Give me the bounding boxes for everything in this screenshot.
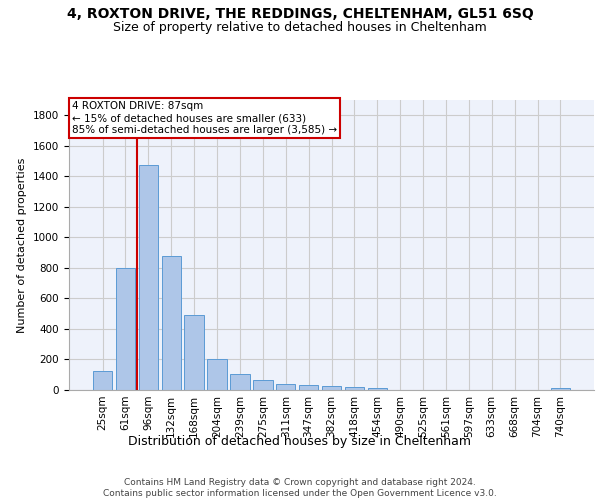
Text: Size of property relative to detached houses in Cheltenham: Size of property relative to detached ho… <box>113 21 487 34</box>
Bar <box>116 268 135 390</box>
Bar <box>344 387 364 390</box>
Text: Distribution of detached houses by size in Cheltenham: Distribution of detached houses by size … <box>128 435 472 448</box>
Bar <box>139 165 158 390</box>
Text: 4, ROXTON DRIVE, THE REDDINGS, CHELTENHAM, GL51 6SQ: 4, ROXTON DRIVE, THE REDDINGS, CHELTENHA… <box>67 8 533 22</box>
Bar <box>230 374 250 390</box>
Bar <box>299 384 319 390</box>
Bar <box>276 384 295 390</box>
Y-axis label: Number of detached properties: Number of detached properties <box>17 158 28 332</box>
Text: Contains HM Land Registry data © Crown copyright and database right 2024.
Contai: Contains HM Land Registry data © Crown c… <box>103 478 497 498</box>
Bar <box>93 371 112 390</box>
Bar <box>322 386 341 390</box>
Bar <box>184 315 204 390</box>
Text: 4 ROXTON DRIVE: 87sqm
← 15% of detached houses are smaller (633)
85% of semi-det: 4 ROXTON DRIVE: 87sqm ← 15% of detached … <box>71 102 337 134</box>
Bar <box>208 358 227 390</box>
Bar <box>253 380 272 390</box>
Bar <box>368 388 387 390</box>
Bar <box>551 388 570 390</box>
Bar <box>161 256 181 390</box>
